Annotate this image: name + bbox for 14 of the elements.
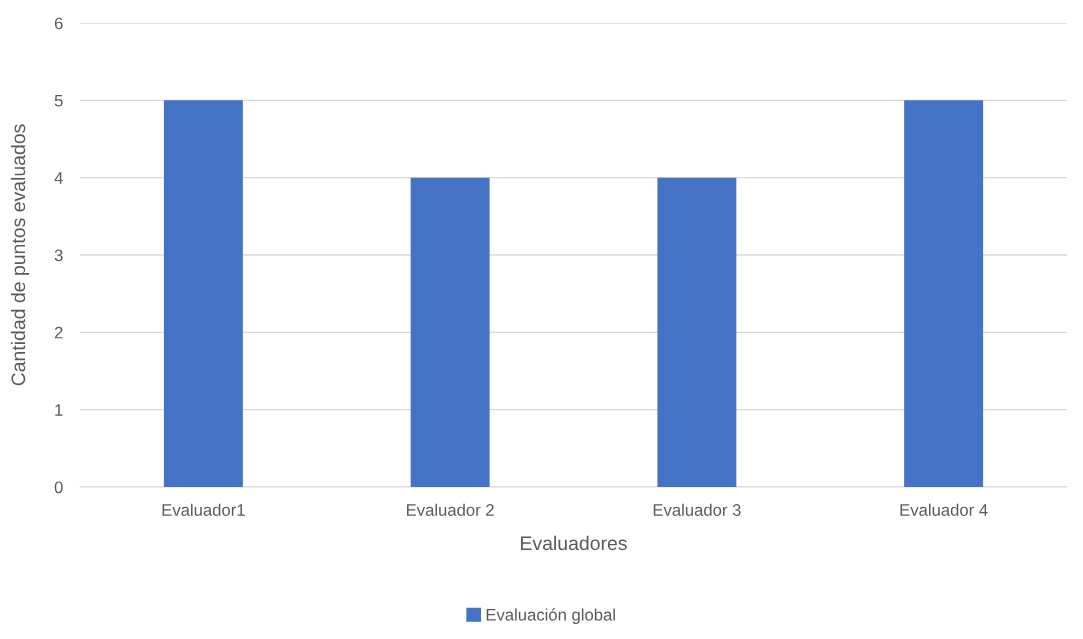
y-tick-label: 2 bbox=[54, 326, 63, 339]
x-tick-label: Evaluador 4 bbox=[900, 503, 988, 516]
x-tick-label: Evaluador 2 bbox=[407, 503, 494, 516]
y-axis-title: Cantidad de puntos evaluados bbox=[10, 124, 30, 386]
legend-label: Evaluación global bbox=[486, 608, 615, 624]
y-tick-label: 4 bbox=[54, 172, 63, 184]
x-tick-label: Evaluador 3 bbox=[653, 503, 741, 516]
y-tick-label: 5 bbox=[54, 94, 63, 107]
x-axis-title: Evaluadores bbox=[521, 535, 627, 551]
y-tick-label: 1 bbox=[55, 404, 63, 416]
y-tick-label: 3 bbox=[54, 249, 63, 262]
y-tick-label: 0 bbox=[54, 481, 63, 494]
x-tick-label: Evaluador1 bbox=[162, 503, 245, 516]
y-tick-label: 6 bbox=[54, 17, 63, 30]
